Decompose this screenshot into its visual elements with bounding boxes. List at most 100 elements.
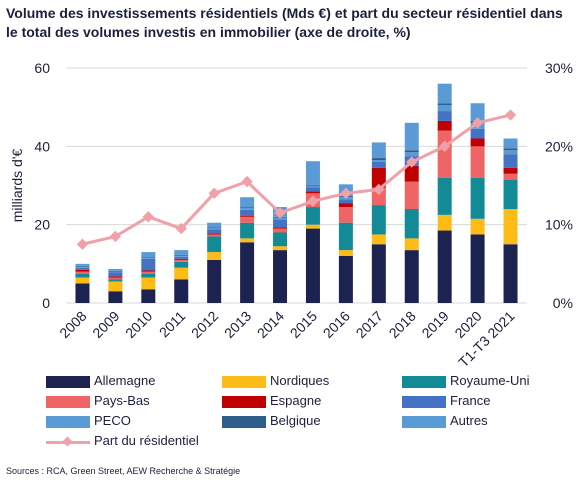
x-tick-label: 2016 [320,308,353,341]
bar-segment [108,272,123,277]
bar-segment [371,162,386,168]
bar-segment [141,289,156,303]
x-tick-label: 2018 [386,308,419,341]
y2-tick-label: 10% [545,217,573,233]
line-marker [76,238,89,250]
line-marker [241,175,253,188]
bar-segment [503,138,518,149]
bar-segment [174,250,189,255]
legend-swatch [46,416,90,428]
bar-segment [437,177,452,215]
y-tick-label: 0 [42,295,50,311]
bar-segment [371,205,386,235]
legend-swatch [402,376,446,388]
bar-segment [437,105,452,112]
bar-segment [108,281,123,292]
bar-segment [207,252,222,260]
bar-segment [75,267,90,270]
bar-segment [141,271,156,274]
y2-tick-label: 20% [545,138,573,154]
bar-segment [371,234,386,245]
bar-segment [305,184,320,186]
bar-segment [470,177,485,219]
bar-segment [174,267,189,280]
bar-segment [207,227,222,229]
bar-segment [470,218,485,235]
bar-segment [503,148,518,151]
bar-segment [371,142,386,159]
bar-segment [371,187,386,206]
x-tick-label: 2011 [156,308,189,341]
legend-swatch [402,416,446,428]
bar-segment [141,258,156,271]
bar-segment [108,276,123,278]
bar-segment [404,152,419,157]
bar-segment [108,279,123,282]
bar-segment [371,167,386,188]
x-tick-label: 2009 [89,308,122,341]
bar-segment [470,103,485,121]
bar-segment [174,255,189,257]
bar-segment [207,234,222,237]
y2-tick-label: 30% [545,60,573,76]
line-marker [340,187,352,199]
bar-segment [404,165,419,182]
bar-segment [437,214,452,231]
legend-swatch [46,376,90,388]
bar-segment [305,161,320,185]
bar-segment [207,259,222,303]
bar-segment [338,256,353,303]
line-marker [439,140,451,152]
bar-segment [75,269,90,272]
bar-segment [437,111,452,121]
bar-segment [75,271,90,274]
legend-label: Pays-Bas [94,393,150,408]
bar-segment [503,244,518,303]
bar-segment [338,203,353,208]
bar-segment [503,150,518,155]
legend-swatch [222,416,266,428]
bar-segment [108,291,123,303]
y-axis-label: milliards d'€ [9,149,25,223]
bar-segment [371,244,386,303]
bar-segment [503,167,518,174]
x-tick-label: 2010 [122,308,155,341]
bar-segment [141,257,156,258]
x-tick-label: 2012 [188,308,221,341]
bar-segment [207,228,222,230]
bar-segment [503,209,518,245]
legend-label: PECO [94,413,131,428]
bar-segment [174,254,189,256]
bar-segment [75,265,90,267]
bar-segment [273,232,288,247]
y-tick-label: 60 [34,60,50,76]
bar-segment [404,122,419,151]
bar-segment [404,181,419,209]
bar-segment [470,138,485,147]
bar-segment [437,230,452,303]
bar-segment [305,224,320,229]
legend-label: Espagne [270,393,322,408]
bar-segment [437,83,452,104]
bar-segment [338,207,353,223]
bar-segment [75,277,90,284]
bar-segment [273,250,288,303]
bar-segment [240,209,255,216]
legend-label: Allemagne [94,373,156,388]
bar-segment [207,229,222,234]
line-marker [208,187,220,199]
bar-segment [273,219,288,228]
x-tick-label: 2008 [56,308,89,341]
bar-segment [503,154,518,168]
bar-segment [207,236,222,253]
bar-segment [207,222,222,228]
legend-swatch [222,376,266,388]
legend-label: Nordiques [270,373,330,388]
x-tick-label: 2014 [254,308,287,341]
bar-segment [174,259,189,262]
bar-segment [108,270,123,272]
line-series [82,113,511,246]
legend-swatch [46,436,90,448]
bar-segment [141,270,156,272]
